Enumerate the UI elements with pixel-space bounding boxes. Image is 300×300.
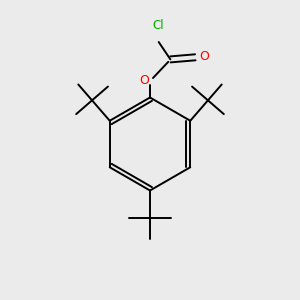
Text: O: O bbox=[140, 74, 149, 87]
Text: Cl: Cl bbox=[152, 20, 164, 32]
Text: O: O bbox=[200, 50, 209, 63]
